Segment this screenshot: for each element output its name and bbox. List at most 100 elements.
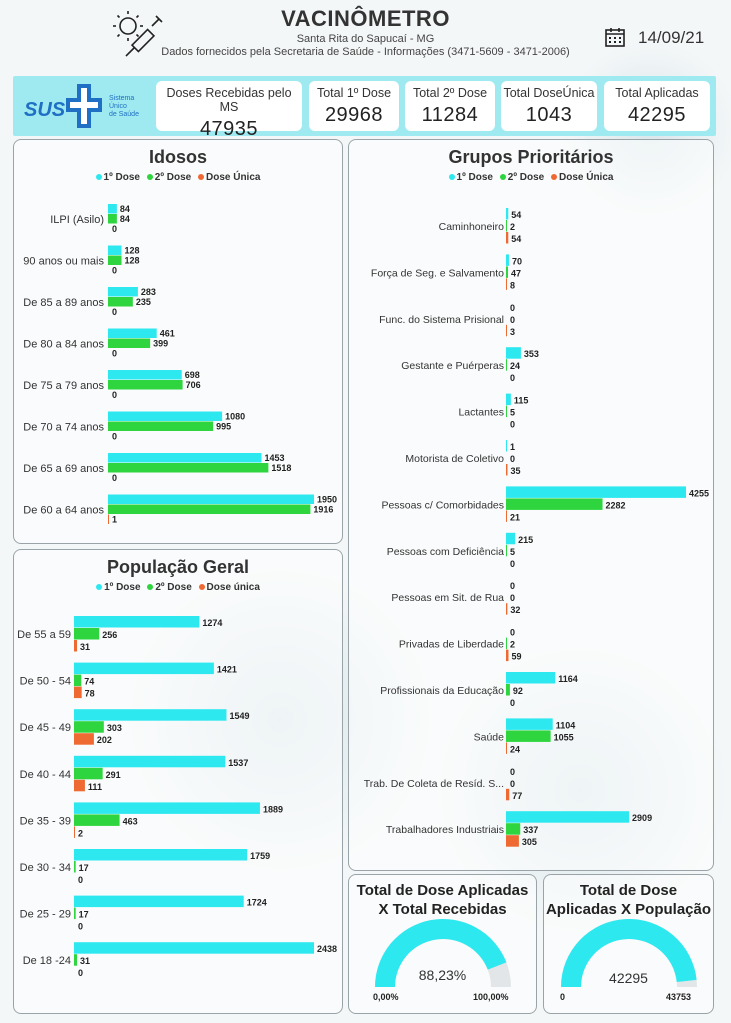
- data-label: 995: [216, 422, 231, 432]
- data-label: 70: [512, 256, 522, 266]
- legend-swatch: [198, 584, 205, 591]
- bar-2-dose: [74, 767, 103, 780]
- data-label: 0: [510, 315, 515, 325]
- kpi-value: 47935: [199, 118, 259, 140]
- data-label: 0: [510, 593, 515, 603]
- data-label: 2438: [317, 944, 337, 954]
- bar-2-dose: [108, 297, 133, 307]
- data-label: 235: [136, 297, 151, 307]
- bar-1-dose: [506, 532, 516, 545]
- kpi-label: Total 2º Dose: [412, 86, 488, 100]
- category-label: Trab. De Coleta de Resíd. S...: [364, 778, 504, 790]
- data-label: 337: [523, 825, 538, 835]
- calendar-icon: [605, 28, 625, 47]
- data-label: 1916: [313, 505, 333, 515]
- bar-dose-nica: [74, 686, 82, 699]
- data-label: 92: [513, 686, 523, 696]
- bar-dose-nica: [506, 324, 507, 337]
- gauge-aplicadas-recebidas: [375, 919, 511, 987]
- data-label: 21: [510, 512, 520, 522]
- bar-2-dose: [506, 823, 521, 835]
- legend-item: Dose Única: [198, 172, 260, 183]
- bar-1-dose: [108, 453, 262, 463]
- gauge-value: 42295: [609, 970, 648, 986]
- category-label: De 35 - 39: [20, 815, 71, 827]
- legend-swatch: [96, 584, 103, 591]
- kpi-total-aplicadas: Total Aplicadas 42295: [604, 81, 710, 131]
- bar-2-dose: [108, 421, 214, 431]
- data-label: 1: [112, 515, 117, 525]
- category-label: Pessoas c/ Comorbidades: [381, 499, 504, 511]
- data-label: 0: [510, 559, 515, 569]
- data-label: 353: [524, 349, 539, 359]
- category-label: 90 anos ou mais: [23, 256, 104, 268]
- category-label: Caminhoneiro: [439, 221, 505, 233]
- data-label: 1104: [556, 720, 576, 730]
- data-label: 17: [79, 910, 89, 920]
- gauge-max-label: 100,00%: [473, 992, 509, 1002]
- category-label: Profissionais da Educação: [380, 685, 504, 697]
- bar-dose-nica: [506, 464, 508, 476]
- legend-swatch: [147, 584, 154, 591]
- data-label: 35: [510, 466, 520, 476]
- data-label: 8: [510, 280, 515, 290]
- bar-dose-nica: [506, 788, 510, 801]
- category-label: Força de Seg. e Salvamento: [371, 267, 504, 279]
- bar-1-dose: [74, 849, 248, 861]
- category-label: De 80 a 84 anos: [23, 339, 104, 351]
- kpi-total-dose-unica: Total DoseÚnica 1043: [501, 81, 597, 131]
- data-label: 54: [511, 210, 521, 220]
- page-title: VACINÔMETRO: [281, 6, 450, 31]
- populacao-geral-panel: População Geral 1º Dose 2º Dose Dose úni…: [13, 549, 343, 1014]
- category-label: De 40 - 44: [20, 769, 71, 781]
- data-label: 0: [510, 767, 515, 777]
- gauge-aplicadas-recebidas-panel: Total de Dose Aplicadas X Total Recebida…: [348, 874, 537, 1014]
- bar-1-dose: [74, 709, 227, 721]
- data-label: 2282: [606, 500, 626, 510]
- bar-2-dose: [506, 637, 507, 650]
- data-label: 0: [510, 303, 515, 313]
- category-label: Saúde: [474, 731, 505, 743]
- bar-2-dose: [74, 721, 104, 733]
- bar-1-dose: [506, 208, 509, 220]
- data-label: 0: [112, 224, 117, 234]
- bar-2-dose: [74, 954, 78, 966]
- category-label: De 65 a 69 anos: [23, 463, 104, 475]
- legend-swatch: [198, 174, 204, 181]
- category-label: De 70 a 74 anos: [23, 422, 104, 434]
- data-label: 0: [510, 420, 515, 430]
- chart-legend: 1º Dose 2º Dose Dose Única: [349, 172, 713, 183]
- bar-1-dose: [108, 494, 314, 504]
- kpi-band: SUS Sistema Único de Saúde Doses Recebid…: [13, 76, 716, 140]
- data-label: 1759: [250, 851, 270, 861]
- kpi-label: Total Aplicadas: [615, 86, 699, 100]
- data-label: 1164: [558, 674, 578, 684]
- data-label: 111: [88, 782, 102, 792]
- bar-1-dose: [108, 370, 182, 380]
- kpi-value: 11284: [421, 104, 479, 126]
- gauge-min-label: 0: [560, 992, 566, 1002]
- data-label: 0: [112, 390, 117, 400]
- bar-2-dose: [506, 266, 508, 278]
- category-label: Pessoas em Sit. de Rua: [391, 592, 504, 604]
- bar-1-dose: [74, 662, 214, 675]
- data-label: 128: [125, 256, 140, 266]
- data-label: 0: [78, 875, 83, 885]
- kpi-doses-recebidas: Doses Recebidas pelo MS 47935: [156, 81, 302, 140]
- bar-2-dose: [506, 405, 507, 418]
- gauge-fill: [375, 919, 507, 987]
- category-label: Motorista de Coletivo: [405, 453, 504, 465]
- legend-item: 2º Dose: [146, 172, 191, 183]
- data-label: 5: [510, 408, 515, 418]
- legend-item: Dose única: [198, 582, 260, 593]
- sus-logo-text: Único: [109, 101, 127, 110]
- category-label: Func. do Sistema Prisional: [379, 314, 504, 326]
- category-label: De 25 - 29: [20, 909, 71, 921]
- gauge-fill: [561, 919, 697, 987]
- sus-logo: SUS Sistema Único de Saúde: [24, 84, 139, 128]
- bar-1-dose: [108, 328, 157, 338]
- chart-legend: 1º Dose 2º Dose Dose Única: [14, 172, 342, 183]
- legend-swatch: [499, 174, 506, 181]
- data-label: 0: [510, 698, 515, 708]
- bar-dose-nica: [506, 603, 508, 615]
